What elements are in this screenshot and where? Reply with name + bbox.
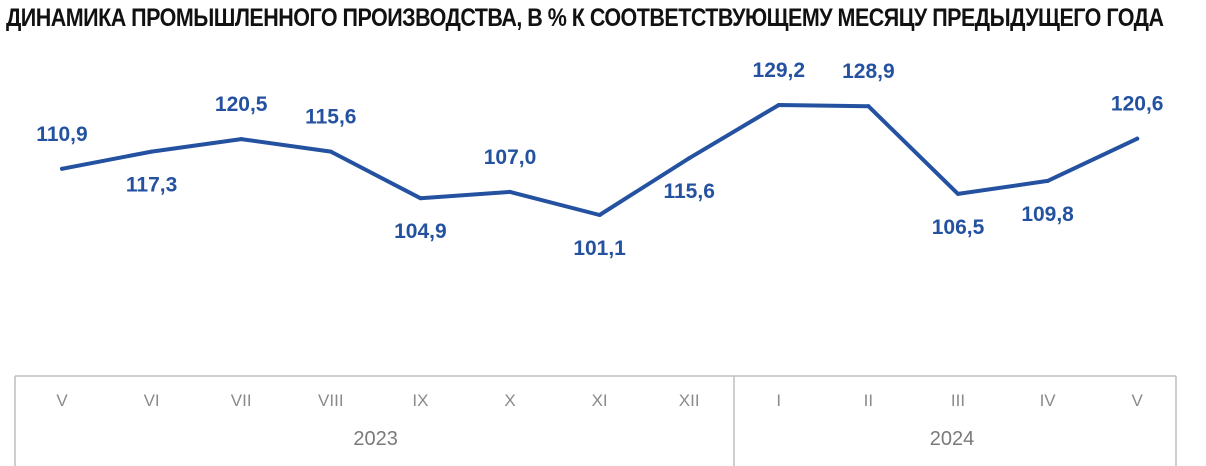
x-tick-label: IX: [412, 391, 428, 410]
data-label: 106,5: [932, 216, 985, 239]
x-tick-label: VII: [231, 391, 252, 410]
data-point: [1135, 136, 1140, 141]
data-point: [149, 149, 154, 154]
x-tick-label: IV: [1040, 391, 1057, 410]
data-point: [60, 166, 64, 171]
year-group-label: 2024: [930, 428, 975, 450]
data-label: 101,1: [573, 237, 626, 260]
series-line-group: [60, 103, 1140, 217]
data-point: [418, 196, 423, 201]
x-tick-label: VI: [144, 391, 160, 410]
x-tick-label: XII: [679, 391, 700, 410]
data-label: 115,6: [305, 106, 356, 129]
x-tick-label: V: [56, 391, 68, 410]
data-label: 104,9: [394, 220, 447, 243]
data-point: [328, 149, 333, 154]
data-point: [239, 137, 244, 142]
data-point: [687, 156, 692, 161]
x-tick-label: X: [504, 391, 515, 410]
chart-title: ДИНАМИКА ПРОМЫШЛЕННОГО ПРОИЗВОДСТВА, В %…: [6, 4, 1164, 32]
data-label: 109,8: [1021, 203, 1074, 226]
x-tick-label: II: [864, 391, 873, 410]
x-tick-label: VIII: [318, 391, 344, 410]
series-line: [60, 103, 1140, 217]
data-point: [508, 189, 512, 194]
data-point: [866, 104, 871, 109]
data-point: [776, 103, 781, 107]
x-tick-label: XI: [592, 391, 608, 410]
x-tick-label: III: [951, 391, 965, 410]
data-label: 128,9: [842, 60, 895, 83]
data-point: [956, 191, 960, 196]
year-group-label: 2023: [353, 428, 398, 450]
data-label: 129,2: [753, 59, 806, 82]
data-label: 117,3: [126, 174, 177, 197]
x-tick-label: I: [776, 391, 781, 410]
data-label-group: 110,9 117,3 120,5 115,6 104,9 107,0 101,1 115,6…: [36, 59, 1163, 260]
data-label: 110,9: [36, 123, 87, 146]
data-label: 107,0: [484, 146, 537, 169]
data-label: 120,5: [215, 93, 268, 116]
data-point: [1045, 178, 1050, 183]
data-point: [597, 213, 602, 217]
data-label: 120,6: [1111, 93, 1164, 116]
x-tick-label: V: [1132, 391, 1144, 410]
data-label: 115,6: [663, 180, 714, 203]
